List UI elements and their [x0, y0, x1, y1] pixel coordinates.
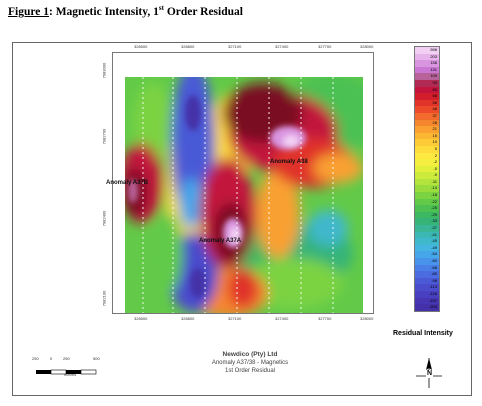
legend-swatch: 28 [415, 119, 439, 127]
legend-swatch: 158 [415, 60, 439, 67]
scale-tick: 500 [93, 356, 100, 361]
x-tick-bottom: 326800 [181, 316, 195, 321]
figure-title-text: : Magnetic Intensity, 1 [49, 5, 159, 18]
x-tick-bottom: 328000 [360, 316, 374, 321]
y-tick-left: 7982700 [101, 128, 107, 145]
scale-tick: 250 [32, 356, 39, 361]
scale-tick: 250 [63, 356, 70, 361]
x-tick-top: 327400 [275, 44, 289, 49]
x-tick-bottom: 327700 [318, 316, 332, 321]
figure-label: Figure 1 [8, 5, 49, 18]
legend-swatch: 131 [415, 66, 439, 74]
legend-swatch: -18 [415, 192, 439, 199]
legend-swatch: -80 [415, 271, 439, 278]
scale-bar-graphic [36, 369, 97, 375]
legend-title: Residual Intensity [393, 330, 453, 337]
x-tick-bottom: 327400 [275, 316, 289, 321]
x-tick-top: 328000 [360, 44, 374, 49]
legend-swatch: -11 [415, 178, 439, 186]
legend-swatch: 109 [415, 73, 439, 80]
legend-swatch: -157 [415, 297, 439, 305]
company-name: Newdico (Pty) Ltd [222, 351, 278, 358]
x-tick-bottom: 326500 [134, 316, 148, 321]
legend-swatch: -5 [415, 165, 439, 173]
legend-swatch: 598 [415, 47, 439, 54]
legend-swatch: 80 [415, 86, 439, 94]
legend-swatch: -54 [415, 251, 439, 258]
x-tick-bottom: 327100 [228, 316, 242, 321]
map-subtitle-line1: Anomaly A37/38 - Magnetics [211, 360, 289, 366]
legend-swatch: -45 [415, 238, 439, 245]
legend-swatch: -37 [415, 225, 439, 232]
legend-swatch: 15 [415, 132, 439, 140]
scale-bar: 250 0 250 500 metres [32, 356, 106, 381]
x-tick-top: 326800 [181, 44, 195, 49]
legend-swatch: 203 [415, 53, 439, 61]
legend-swatch: -126 [415, 290, 439, 298]
legend-swatch: 2 [415, 152, 439, 160]
legend-swatch: -2 [415, 159, 439, 166]
y-tick-left: 7983000 [101, 62, 107, 79]
north-label: N [426, 370, 434, 378]
legend-swatch: -33 [415, 218, 439, 226]
map-info-block: Newdico (Pty) Ltd Anomaly A37/38 - Magne… [180, 351, 320, 374]
legend-swatch: 48 [415, 106, 439, 113]
legend-swatch: -9 [415, 172, 439, 179]
legend-swatch: 10 [415, 139, 439, 146]
anomaly-label-a37a: Anomaly A37A [199, 238, 242, 244]
x-tick-top: 327700 [318, 44, 332, 49]
figure-title-rest: Order Residual [163, 5, 243, 18]
anomaly-label-a37b: Anomaly A37B [106, 180, 149, 186]
legend-swatch: 5 [415, 145, 439, 153]
legend-swatch: 37 [415, 112, 439, 120]
legend-swatch: 93 [415, 79, 439, 87]
legend-swatch: -203 [415, 304, 439, 311]
north-arrow: N [414, 356, 444, 390]
legend-swatch: -14 [415, 185, 439, 193]
color-legend: 598 203 158 131 109 93 80 68 58 48 37 28 21 15 10 5 2 -2-… [414, 46, 440, 312]
legend-swatch: -41 [415, 231, 439, 239]
legend-swatch: 68 [415, 93, 439, 100]
legend-swatch: -68 [415, 264, 439, 272]
scale-unit: metres [64, 372, 77, 377]
figure-title-sup: st [158, 4, 164, 12]
legend-swatch: -25 [415, 205, 439, 212]
anomaly-label-a38: Anomaly A38 [270, 159, 308, 165]
map-subtitle-line2: 1st Order Residual [224, 368, 276, 374]
magnetic-map-image [113, 53, 373, 313]
legend-swatch: -98 [415, 277, 439, 285]
magnetic-map [112, 52, 374, 314]
y-tick-left: 7982400 [101, 210, 107, 227]
scale-tick: 0 [50, 356, 53, 361]
x-tick-top: 326500 [134, 44, 148, 49]
legend-swatch: -22 [415, 198, 439, 206]
legend-swatch: -29 [415, 211, 439, 219]
figure-title: Figure 1: Magnetic Intensity, 1st Order … [8, 4, 243, 18]
legend-swatch: 58 [415, 99, 439, 107]
legend-swatch: -113 [415, 284, 439, 291]
x-tick-top: 327100 [228, 44, 242, 49]
y-tick-left: 7982100 [101, 290, 107, 307]
legend-swatch: -49 [415, 244, 439, 252]
legend-swatch: 21 [415, 126, 439, 133]
legend-swatch: -60 [415, 258, 439, 265]
